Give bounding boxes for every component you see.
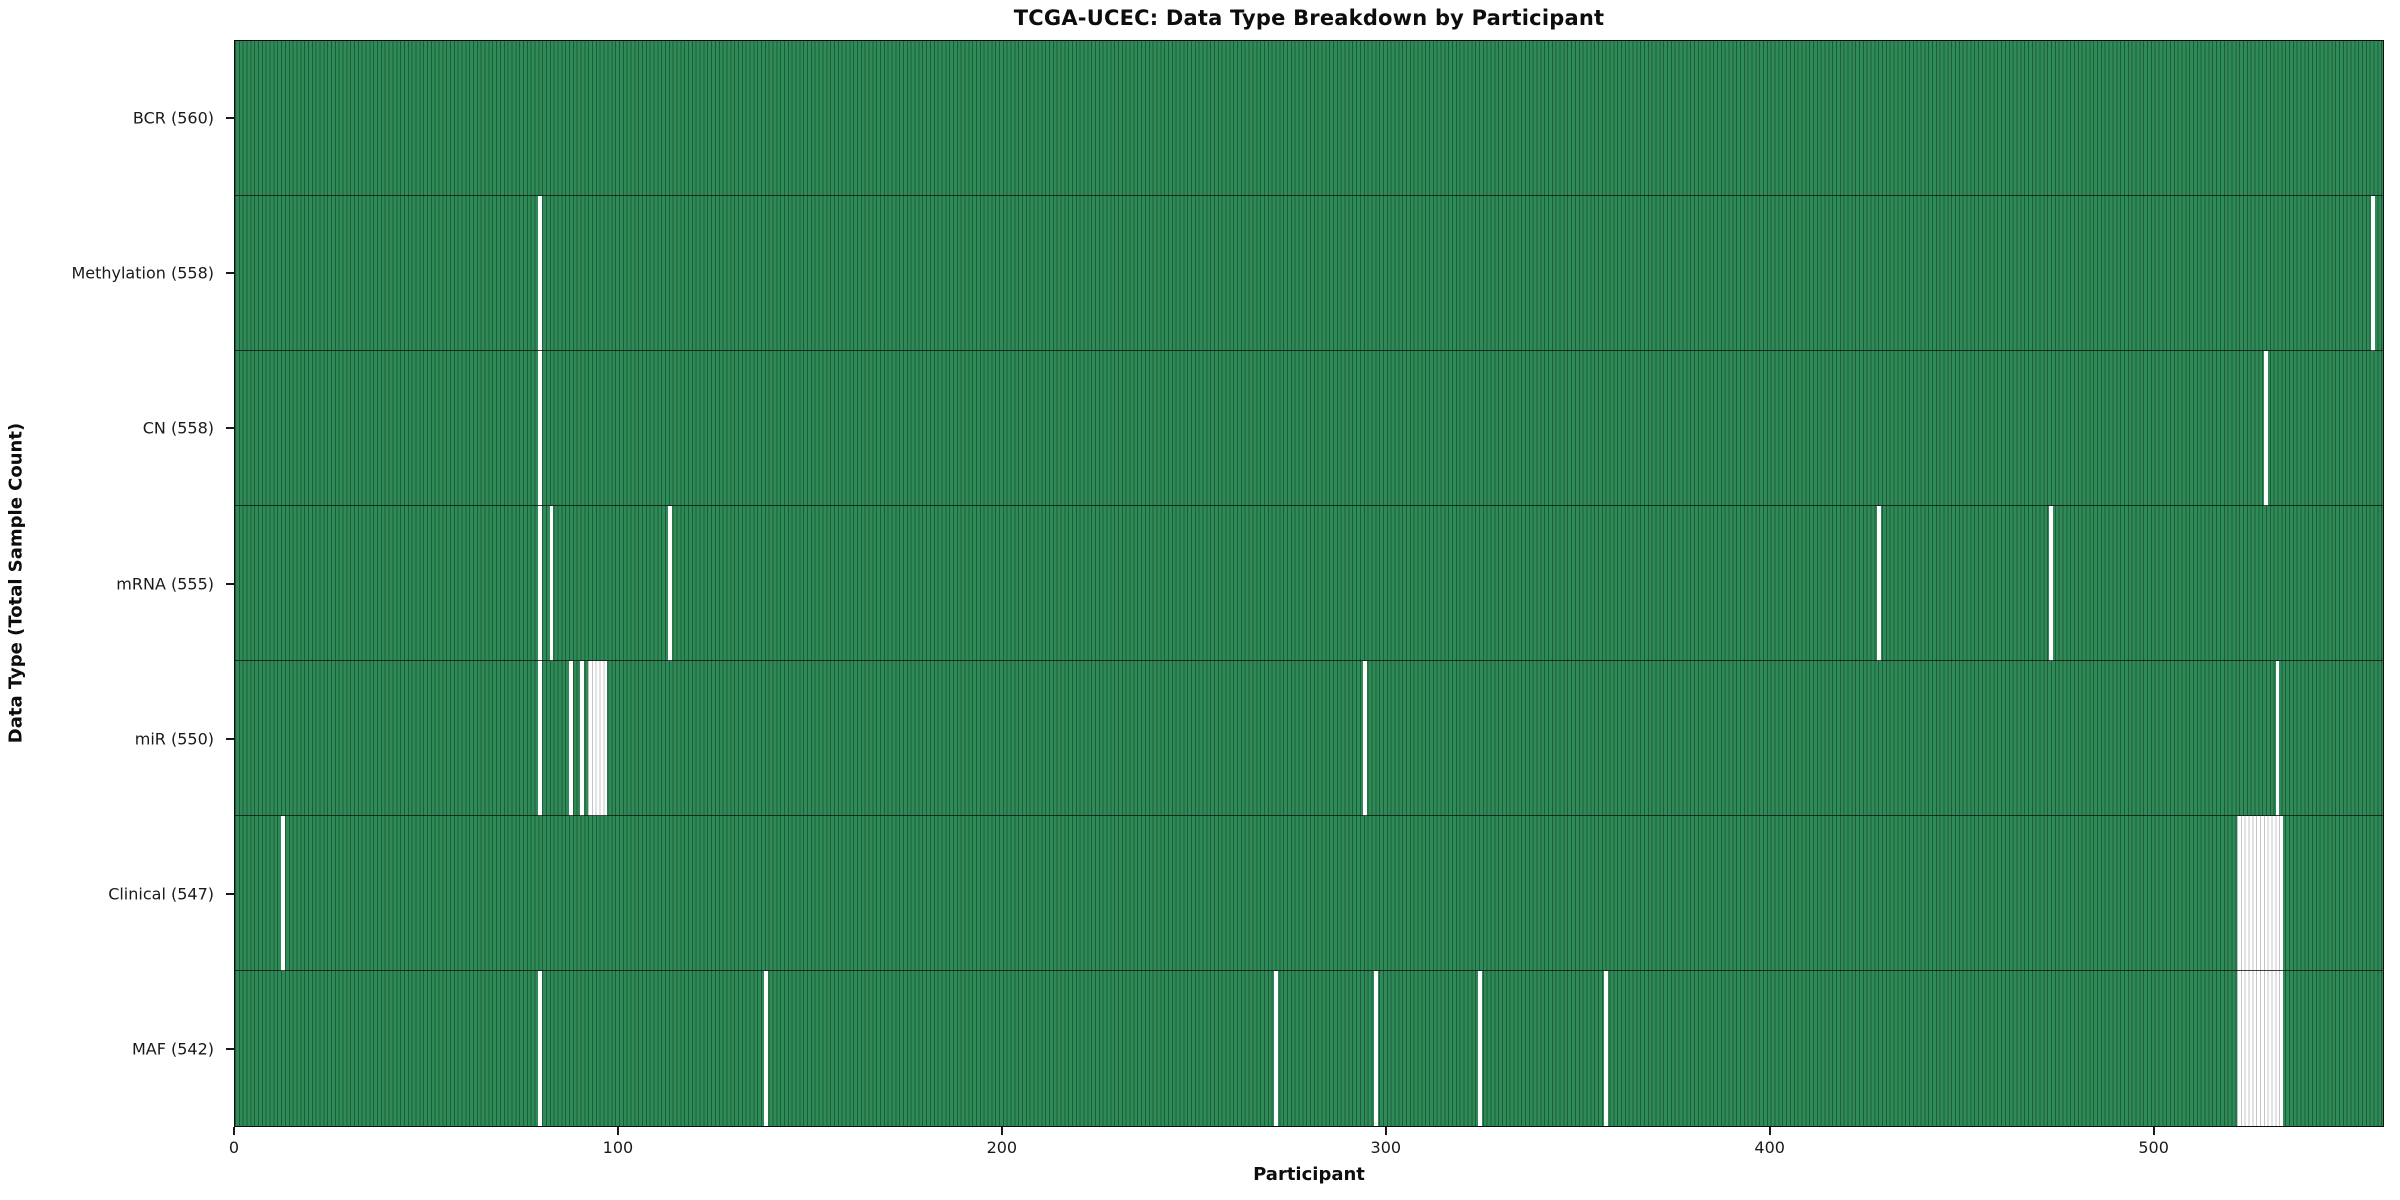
absent-mark-mrna xyxy=(1876,506,1881,661)
row-separator xyxy=(235,505,2383,506)
xtick-mark xyxy=(1000,1127,1003,1135)
chart-title: TCGA-UCEC: Data Type Breakdown by Partic… xyxy=(1013,6,1605,30)
row-clinical xyxy=(235,816,2383,971)
row-mir xyxy=(235,661,2383,816)
absent-mark-maf xyxy=(764,971,769,1126)
row-methylation xyxy=(235,196,2383,351)
ytick-label-bcr: BCR (560) xyxy=(132,108,214,128)
row-separator xyxy=(235,349,2383,351)
xtick-mark xyxy=(616,1127,619,1135)
ytick-label-mir: miR (550) xyxy=(134,729,214,749)
x-axis-label: Participant xyxy=(1253,1164,1365,1185)
absent-mark-mir xyxy=(587,661,608,816)
absent-mark-maf xyxy=(1274,971,1279,1126)
ytick-label-cn: CN (558) xyxy=(142,418,214,438)
ytick-mark xyxy=(226,427,234,430)
absent-mark-cn xyxy=(2264,351,2268,506)
absent-mark-maf xyxy=(1604,971,1609,1126)
row-maf xyxy=(235,971,2383,1126)
absent-mark-mir xyxy=(2275,661,2280,816)
absent-mark-cn xyxy=(538,351,542,506)
ytick-mark xyxy=(226,893,234,896)
absent-mark-mrna xyxy=(549,506,554,661)
ytick-label-maf: MAF (542) xyxy=(131,1039,214,1059)
row-separator xyxy=(235,970,2383,971)
absent-mark-mir xyxy=(538,661,542,816)
xtick-label-300: 300 xyxy=(1370,1138,1402,1157)
xtick-label-500: 500 xyxy=(2138,1138,2169,1157)
absent-mark-methylation xyxy=(2371,196,2376,351)
ytick-mark xyxy=(226,116,234,119)
xtick-label-400: 400 xyxy=(1754,1138,1785,1157)
ytick-mark xyxy=(226,1048,234,1051)
absent-mark-mir xyxy=(580,661,585,816)
absent-mark-mrna xyxy=(668,506,673,661)
row-separator xyxy=(235,194,2383,196)
absent-mark-mrna xyxy=(538,506,542,661)
plot-area: Present Absent xyxy=(234,40,2384,1127)
ytick-label-mrna: mRNA (555) xyxy=(116,574,214,593)
absent-mark-mrna xyxy=(2049,506,2054,661)
ytick-mark xyxy=(226,582,234,585)
row-separator xyxy=(235,815,2383,816)
xtick-label-100: 100 xyxy=(602,1138,634,1157)
row-bcr xyxy=(235,41,2383,196)
row-mrna xyxy=(235,506,2383,661)
xtick-mark xyxy=(2152,1127,2155,1135)
absent-mark-methylation xyxy=(538,196,542,351)
absent-mark-maf xyxy=(2237,971,2284,1126)
ytick-label-clinical: Clinical (547) xyxy=(108,884,214,904)
row-separator xyxy=(235,659,2383,661)
absent-mark-mir xyxy=(1362,661,1367,816)
xtick-mark xyxy=(1384,1127,1387,1135)
xtick-mark xyxy=(233,1127,235,1135)
ytick-mark xyxy=(226,271,234,274)
absent-mark-clinical xyxy=(281,816,285,971)
absent-mark-clinical xyxy=(2237,816,2284,971)
ytick-label-methylation: Methylation (558) xyxy=(71,263,214,283)
absent-mark-maf xyxy=(1374,971,1379,1126)
xtick-label-0: 0 xyxy=(228,1138,240,1157)
row-cn xyxy=(235,351,2383,506)
absent-mark-maf xyxy=(538,971,542,1126)
ytick-mark xyxy=(226,737,234,740)
xtick-mark xyxy=(1768,1127,1771,1135)
absent-mark-maf xyxy=(1477,971,1482,1126)
absent-mark-mir xyxy=(568,661,573,816)
xtick-label-200: 200 xyxy=(986,1138,1018,1157)
